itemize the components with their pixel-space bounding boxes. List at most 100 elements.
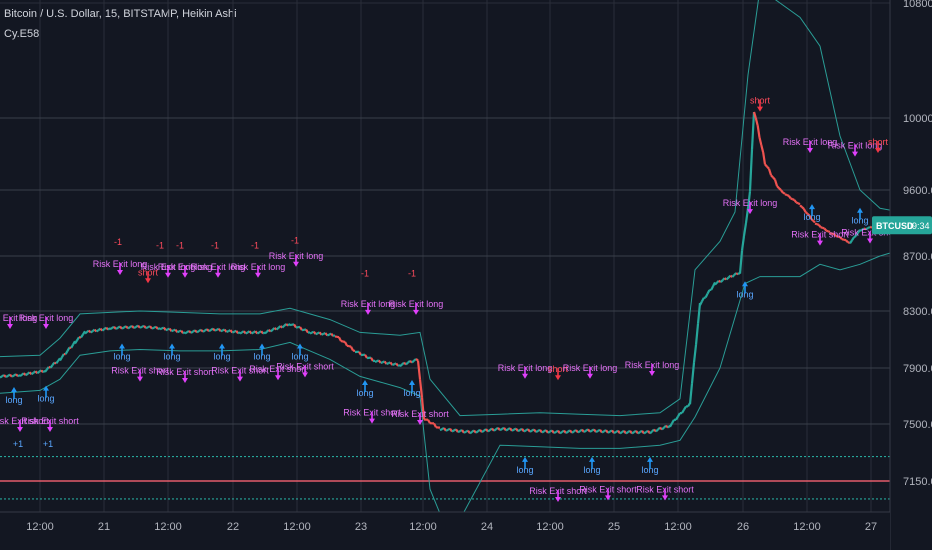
candle-segment <box>545 429 549 434</box>
candle-segment <box>32 370 37 374</box>
candle-segment <box>827 230 831 233</box>
candle-segment <box>48 365 52 369</box>
candle-segment <box>597 428 601 432</box>
candle-segment <box>483 428 487 432</box>
signal-label-long: long <box>291 351 308 361</box>
signal-arrowhead-exit <box>182 378 188 383</box>
candle-segment <box>720 279 724 283</box>
candle-segment <box>393 362 397 366</box>
candle-segment <box>264 330 268 335</box>
candle-segment <box>418 379 424 398</box>
candle-segment <box>738 250 744 274</box>
candle-segment <box>529 429 533 433</box>
candle-segment <box>248 330 253 335</box>
candle-segment <box>59 356 63 362</box>
candle-segment <box>754 117 759 126</box>
candle-segment <box>615 429 619 433</box>
candle-segment <box>700 297 705 303</box>
time-tick-label: 12:00 <box>154 521 182 533</box>
candle-segment <box>491 427 495 432</box>
candle-segment <box>601 430 605 434</box>
candle-segment <box>147 325 151 329</box>
time-tick-label: 12:00 <box>409 521 437 533</box>
candle-segment <box>591 428 595 432</box>
grid-lines <box>0 0 890 512</box>
candle-segment <box>833 233 837 237</box>
candle-segment <box>793 199 798 204</box>
candle-segment <box>733 272 737 276</box>
candle-segment <box>519 427 523 431</box>
candle-segment <box>420 397 426 420</box>
candle-segment <box>409 359 413 364</box>
candle-segment <box>30 371 35 376</box>
candle-segment <box>696 302 702 324</box>
signal-label-long: long <box>163 351 180 361</box>
candle-segment <box>415 358 419 362</box>
candle-segment <box>525 428 529 432</box>
candle-segment <box>471 429 475 433</box>
price-tag-symbol: BTCUSD <box>876 221 914 231</box>
candle-segment <box>129 324 133 329</box>
signal-label-long: long <box>641 465 658 475</box>
candle-segment <box>523 429 527 433</box>
envelope-bands <box>0 0 901 540</box>
signal-arrowhead-exit <box>302 372 308 378</box>
candle-segment <box>109 327 113 331</box>
candle-segment <box>718 279 722 284</box>
candle-segment <box>0 375 3 379</box>
candle-segment <box>503 427 507 432</box>
candle-segment <box>217 328 222 332</box>
signal-arrowhead-long <box>647 456 653 462</box>
candle-segment <box>797 202 801 206</box>
candle-segment <box>139 325 143 329</box>
candle-segment <box>328 332 332 336</box>
study-label[interactable]: Cy.E58 <box>4 28 40 40</box>
candle-segment <box>70 343 75 349</box>
candle-segment <box>865 227 869 231</box>
candle-segment <box>515 427 519 432</box>
candle-segment <box>200 328 204 333</box>
candle-segment <box>111 325 115 329</box>
candle-segment <box>611 429 615 434</box>
candle-segment <box>463 430 467 434</box>
candle-segment <box>537 428 541 432</box>
candle-segment <box>535 429 539 434</box>
candle-segment <box>461 429 465 434</box>
candle-segment <box>801 206 805 210</box>
candle-segment <box>90 330 94 334</box>
candle-segment <box>511 428 515 432</box>
price-axis-bg <box>890 0 932 550</box>
candle-segment <box>27 371 31 375</box>
candle-segment <box>194 329 198 334</box>
signal-arrowhead-exit <box>215 272 221 278</box>
signal-label-long: long <box>113 351 130 361</box>
candle-segment <box>103 326 107 330</box>
signal-label-short: -1 <box>361 269 369 279</box>
time-axis[interactable]: 12:00 21 12:00 22 12:00 23 12:00 24 12:00 25 12:00… <box>0 511 890 550</box>
candle-segment <box>575 429 579 434</box>
candle-segment <box>829 232 833 235</box>
signal-arrowhead-exit <box>237 376 243 382</box>
candle-segment <box>15 373 19 378</box>
price-tick-label: 7150.00 <box>903 476 932 488</box>
candle-segment <box>247 330 251 334</box>
signal-arrowhead-exit <box>365 309 371 315</box>
candle-segment <box>851 236 855 241</box>
time-tick-label: 23 <box>355 521 367 533</box>
candle-segment <box>53 361 57 365</box>
candle-segment <box>281 325 285 329</box>
signal-label-short: -1 <box>291 236 299 246</box>
candle-segment <box>716 279 720 284</box>
signal-arrowhead-exit <box>587 373 593 379</box>
candle-segment <box>317 331 321 335</box>
candle-segment <box>13 373 17 377</box>
price-axis[interactable]: 10800.00 10000.00 9600.00 8700.00 8300.00 790… <box>889 0 932 550</box>
candle-segment <box>837 235 841 239</box>
candle-segment <box>531 428 535 432</box>
candle-segment <box>190 330 194 334</box>
candle-segment <box>159 327 163 331</box>
candle-segment <box>748 149 754 192</box>
candle-segment <box>293 323 297 329</box>
signal-arrowhead-short <box>145 278 151 284</box>
